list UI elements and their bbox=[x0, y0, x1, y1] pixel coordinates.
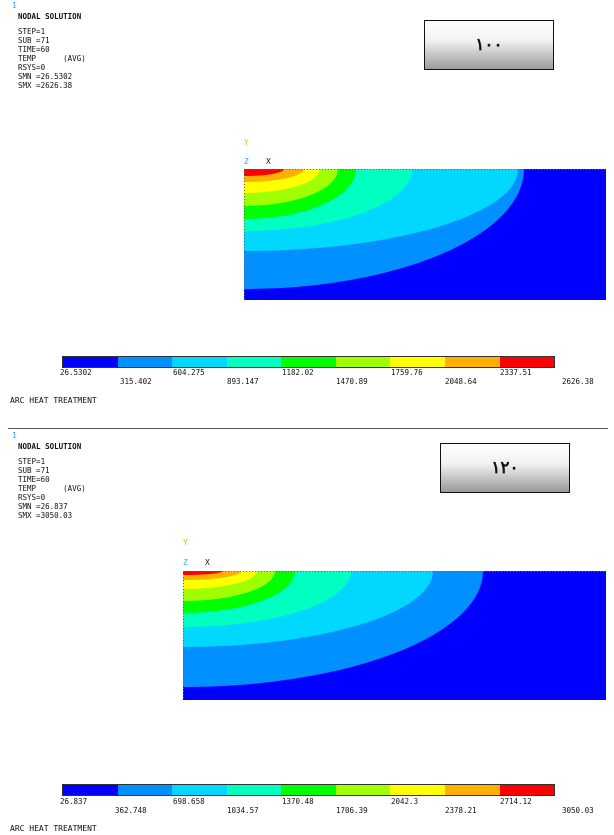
contour-plot bbox=[244, 169, 606, 300]
legend-tick-label: 1470.89 bbox=[336, 377, 368, 386]
y-axis-label: Y bbox=[244, 138, 249, 147]
legend-swatch bbox=[172, 357, 227, 367]
solution-info: NODAL SOLUTION STEP=1 SUB =71 TIME=60 TE… bbox=[18, 442, 86, 520]
case-label: ١٠٠ bbox=[424, 20, 554, 70]
solution-heading: NODAL SOLUTION bbox=[18, 442, 82, 451]
info-line: SMN =26.837 bbox=[18, 502, 68, 511]
legend-tick-label: 1706.39 bbox=[336, 806, 368, 815]
legend-swatch bbox=[226, 357, 282, 367]
legend-swatch bbox=[281, 785, 336, 795]
plot-title: ARC HEAT TREATMENT bbox=[10, 824, 97, 833]
legend-tick-label: 1182.02 bbox=[282, 368, 314, 377]
legend-tick-label: 2378.21 bbox=[445, 806, 477, 815]
legend-swatch bbox=[390, 357, 445, 367]
info-line: RSYS=0 bbox=[18, 493, 46, 502]
info-line: RSYS=0 bbox=[18, 63, 46, 72]
legend-tick-label: 2337.51 bbox=[500, 368, 532, 377]
info-line: TIME=60 bbox=[18, 45, 50, 54]
legend-tick-label: 1034.57 bbox=[227, 806, 259, 815]
contour-svg bbox=[183, 571, 606, 700]
plot-title: ARC HEAT TREATMENT bbox=[10, 396, 97, 405]
z-axis-label: Z bbox=[183, 558, 188, 567]
info-line: TEMP (AVG) bbox=[18, 484, 86, 493]
legend-swatch bbox=[335, 785, 391, 795]
legend-swatch bbox=[499, 357, 555, 367]
legend-tick-label: 315.402 bbox=[120, 377, 152, 386]
window-number: 1 bbox=[12, 1, 17, 10]
legend-tick-label: 893.147 bbox=[227, 377, 259, 386]
color-legend-bar bbox=[62, 356, 555, 368]
legend-swatch bbox=[63, 357, 118, 367]
legend-swatch bbox=[117, 785, 173, 795]
solution-heading: NODAL SOLUTION bbox=[18, 12, 82, 21]
x-axis-label: X bbox=[205, 558, 210, 567]
contour-plot bbox=[183, 571, 606, 700]
legend-swatch bbox=[390, 785, 445, 795]
info-line: STEP=1 bbox=[18, 457, 46, 466]
info-line: TEMP (AVG) bbox=[18, 54, 86, 63]
legend-swatch bbox=[444, 357, 500, 367]
color-legend-bar bbox=[62, 784, 555, 796]
legend-ticks: 26.5302 604.275 1182.02 1759.76 2337.51 … bbox=[0, 368, 614, 388]
legend-tick-label: 362.748 bbox=[115, 806, 147, 815]
legend-swatch bbox=[444, 785, 500, 795]
legend-tick-label: 3050.03 bbox=[562, 806, 594, 815]
legend-tick-label: 1759.76 bbox=[391, 368, 423, 377]
legend-tick-label: 2048.64 bbox=[445, 377, 477, 386]
info-line: SMX =2626.38 bbox=[18, 81, 73, 90]
legend-ticks: 26.837 698.658 1370.48 2042.3 2714.12 36… bbox=[0, 797, 614, 817]
legend-swatch bbox=[499, 785, 555, 795]
legend-swatch bbox=[335, 357, 391, 367]
info-line: SMX =3050.03 bbox=[18, 511, 73, 520]
legend-swatch bbox=[172, 785, 227, 795]
legend-swatch bbox=[117, 357, 173, 367]
legend-tick-label: 26.5302 bbox=[60, 368, 92, 377]
legend-swatch bbox=[281, 357, 336, 367]
panel-divider bbox=[8, 428, 608, 429]
legend-tick-label: 604.275 bbox=[173, 368, 205, 377]
info-line: STEP=1 bbox=[18, 27, 46, 36]
info-line: SMN =26.5302 bbox=[18, 72, 73, 81]
window-number: 1 bbox=[12, 431, 17, 440]
info-line: SUB =71 bbox=[18, 466, 50, 475]
legend-tick-label: 2042.3 bbox=[391, 797, 419, 806]
legend-tick-label: 2626.38 bbox=[562, 377, 594, 386]
result-panel-1: 1 NODAL SOLUTION STEP=1 SUB =71 TIME=60 … bbox=[0, 1, 614, 405]
solution-info: NODAL SOLUTION STEP=1 SUB =71 TIME=60 TE… bbox=[18, 12, 86, 90]
legend-tick-label: 698.658 bbox=[173, 797, 205, 806]
legend-tick-label: 2714.12 bbox=[500, 797, 532, 806]
info-line: SUB =71 bbox=[18, 36, 50, 45]
legend-tick-label: 1370.48 bbox=[282, 797, 314, 806]
info-line: TIME=60 bbox=[18, 475, 50, 484]
legend-swatch bbox=[63, 785, 118, 795]
y-axis-label: Y bbox=[183, 538, 188, 547]
legend-swatch bbox=[226, 785, 282, 795]
result-panel-2: 1 NODAL SOLUTION STEP=1 SUB =71 TIME=60 … bbox=[0, 430, 614, 835]
case-label: ١٢٠ bbox=[440, 443, 570, 493]
contour-svg bbox=[244, 169, 606, 300]
x-axis-label: X bbox=[266, 157, 271, 166]
legend-tick-label: 26.837 bbox=[60, 797, 88, 806]
z-axis-label: Z bbox=[244, 157, 249, 166]
